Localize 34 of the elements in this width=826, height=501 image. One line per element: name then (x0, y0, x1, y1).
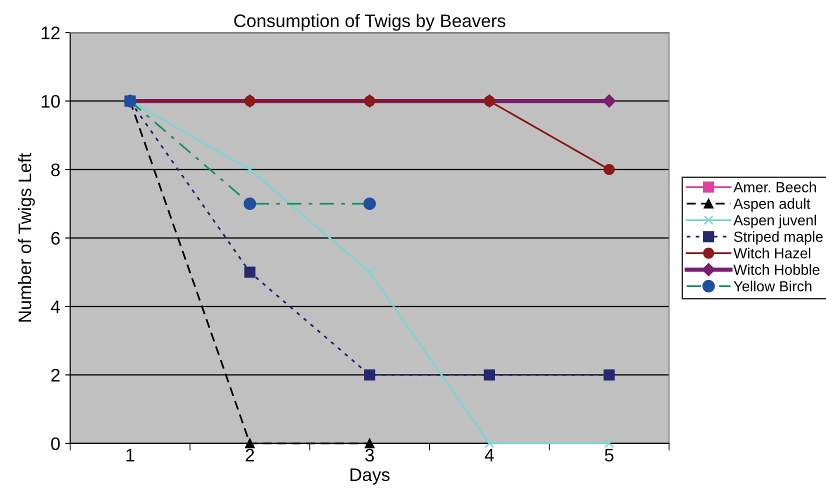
legend-label: Witch Hazel (733, 248, 810, 258)
point (245, 164, 255, 174)
y-tick-label: 12 (42, 26, 60, 40)
x-tick-label: 5 (604, 448, 614, 462)
y-axis-title: Number of Twigs Left (18, 152, 35, 322)
x-tick-label: 3 (365, 448, 374, 462)
legend-label: Witch Hobble (733, 264, 820, 275)
x-tick-label: 4 (484, 448, 494, 462)
x-tick-label: 2 (246, 448, 254, 462)
y-tick-label: 8 (51, 163, 60, 176)
y-tick-label: 0 (51, 437, 60, 450)
point (244, 266, 256, 278)
point (604, 164, 615, 176)
y-tick-label: 2 (51, 368, 60, 382)
point (484, 369, 495, 380)
legend-label: Amer. Beech (733, 182, 816, 192)
point (364, 267, 374, 278)
y-tick-label: 10 (42, 94, 60, 108)
point (364, 438, 374, 448)
x-axis-title: Days (350, 468, 390, 485)
y-tick-label: 4 (50, 300, 60, 313)
legend-label: Yellow Birch (734, 280, 812, 292)
legend-label: Aspen adult (733, 198, 810, 212)
point (245, 438, 255, 448)
chart-title: Consumption of Twigs by Beavers (234, 14, 506, 31)
legend-label: Aspen juvenl (733, 214, 816, 228)
legend-label: Striped maple (734, 231, 823, 245)
y-tick-label: 6 (51, 232, 60, 245)
point (484, 438, 494, 448)
point (364, 369, 376, 380)
point (602, 94, 616, 108)
point (604, 369, 615, 380)
point (604, 438, 614, 448)
x-tick-label: 1 (126, 448, 134, 462)
